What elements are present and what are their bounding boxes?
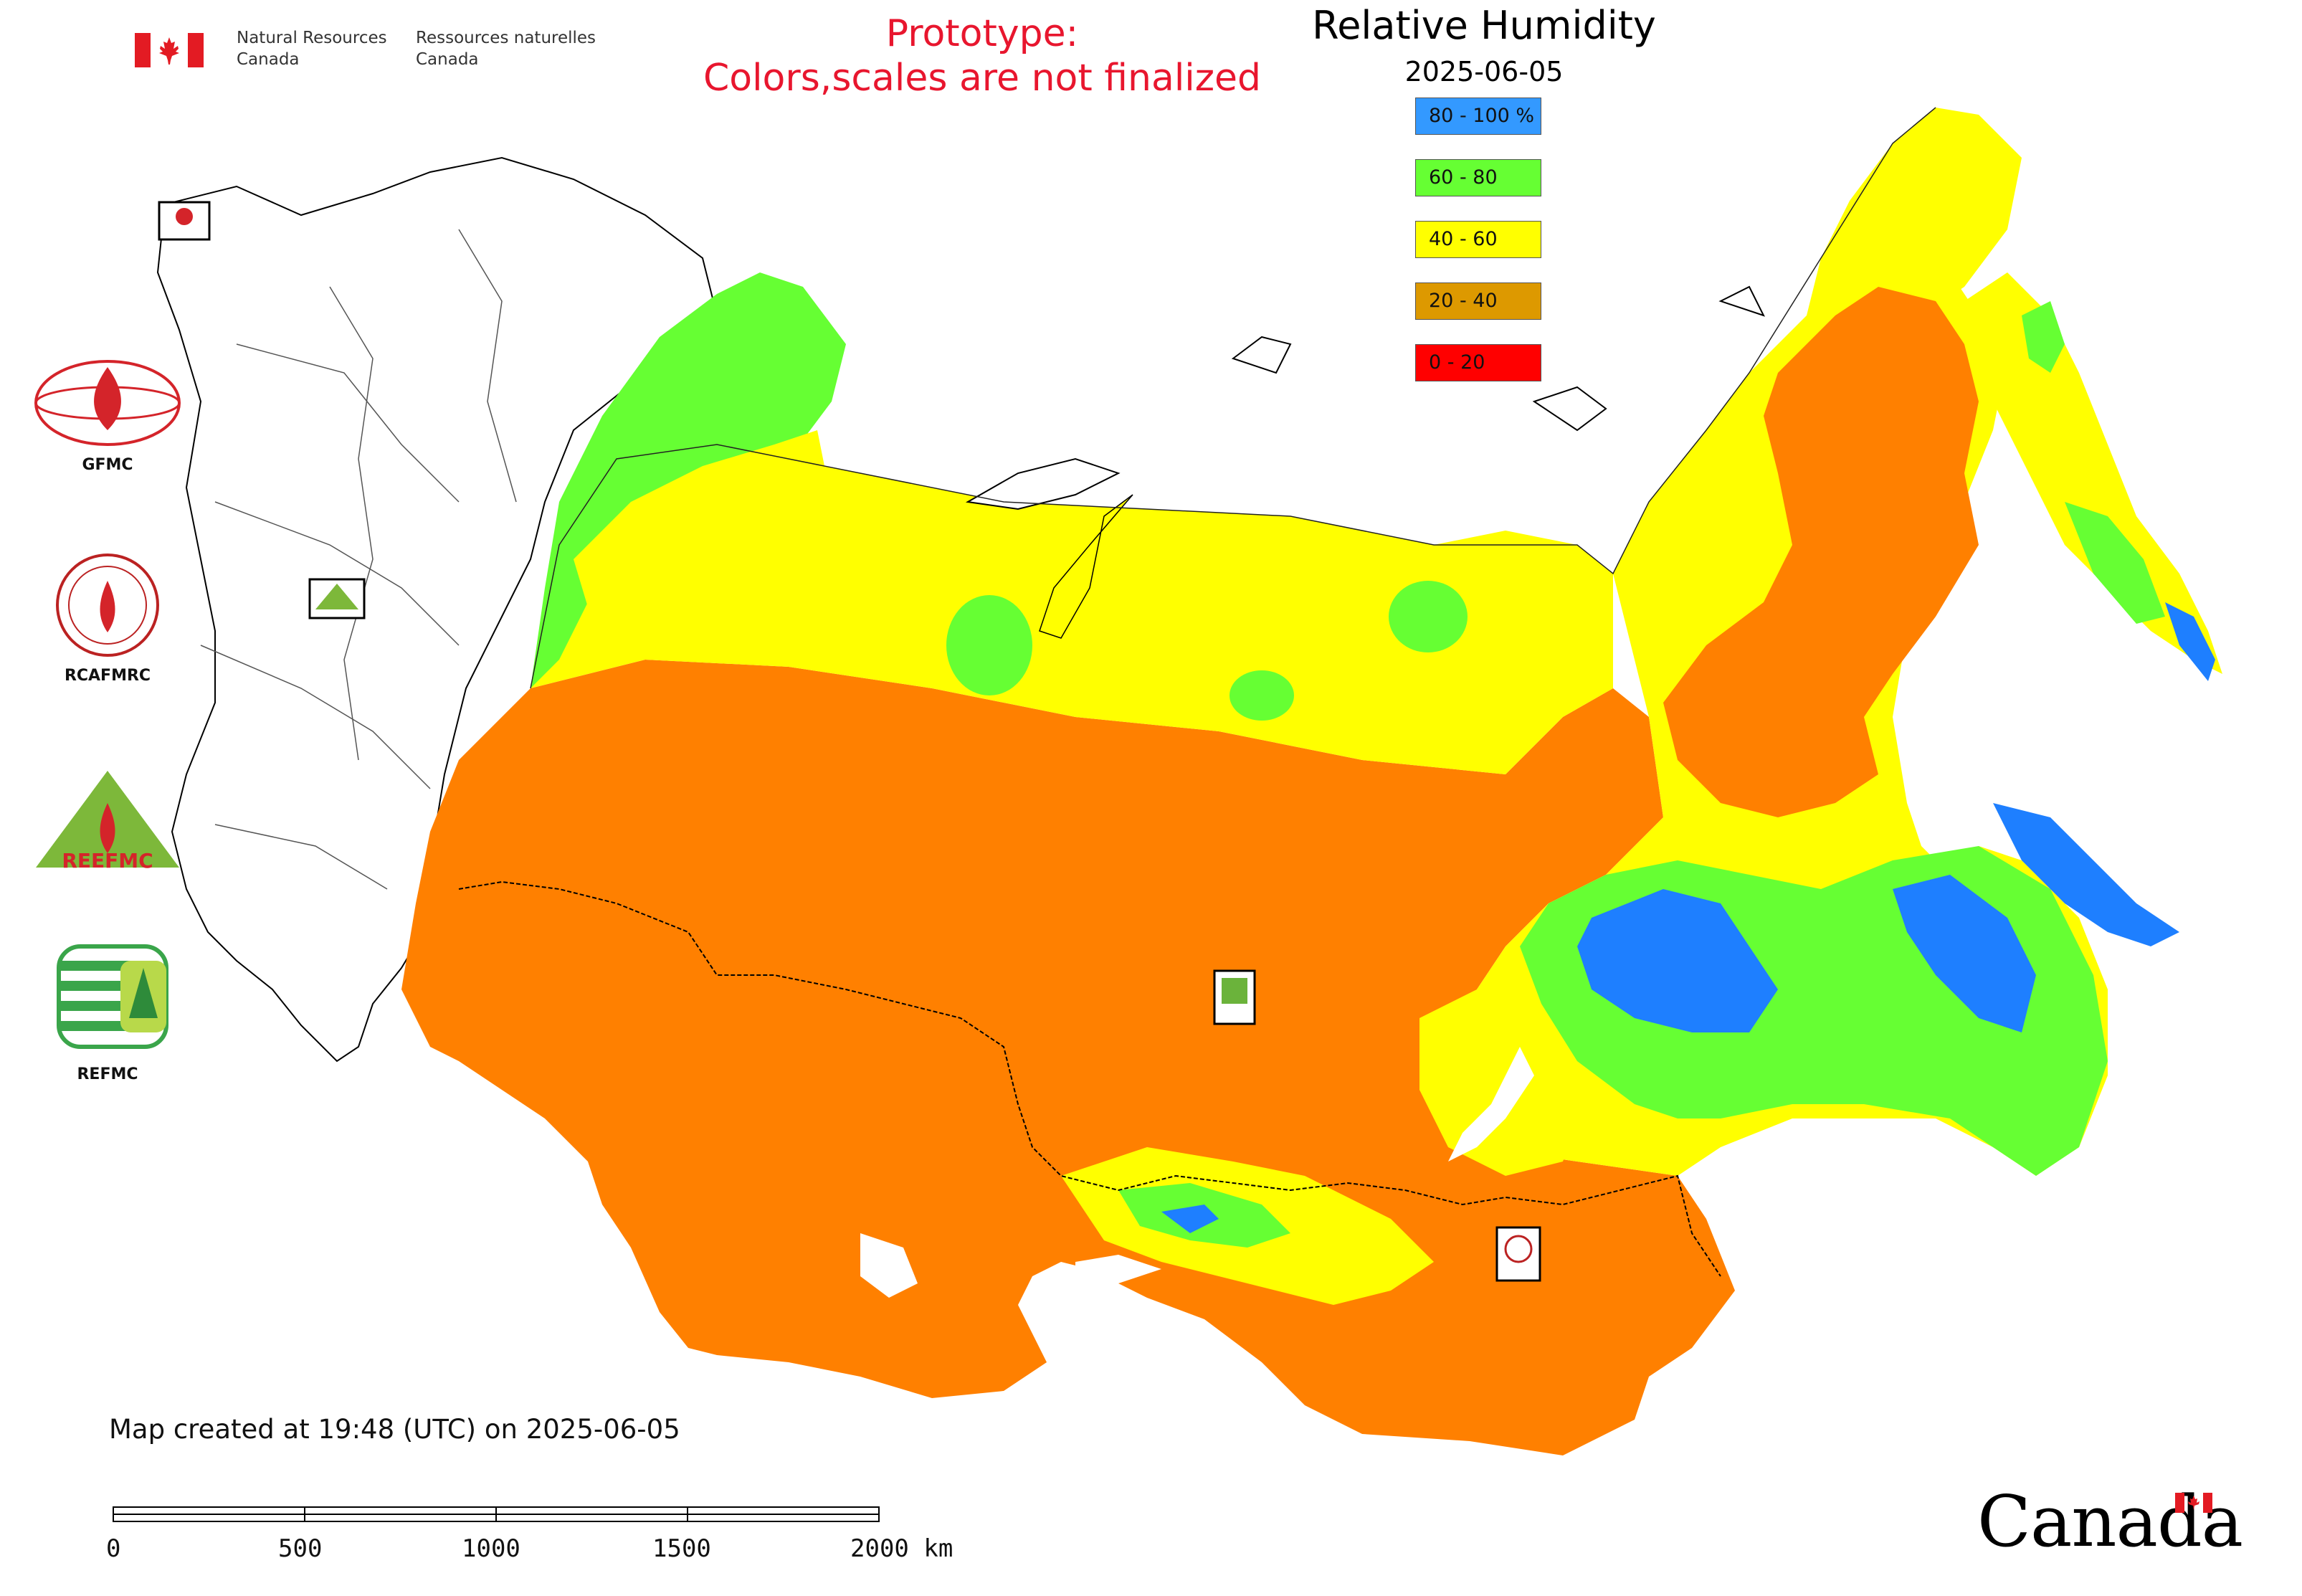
region-yellow-karelia <box>574 430 832 631</box>
agency-name-fr: Ressources naturelles Canada <box>416 29 596 69</box>
scale-tick-label: 2000 km <box>850 1534 953 1563</box>
scale-bar: 0 500 1000 1500 2000 km <box>106 1497 953 1583</box>
green-patch-gydan <box>946 595 1032 695</box>
agency-name-en: Natural Resources Canada <box>237 29 387 69</box>
region-blue-okhotsk <box>1993 803 2179 946</box>
map-created-timestamp: Map created at 19:48 (UTC) on 2025-06-05 <box>109 1414 680 1445</box>
region-blue-altai <box>1161 1205 1219 1233</box>
region-orange-far-east <box>1663 287 1979 817</box>
lake-aral <box>860 1233 918 1298</box>
map-date: 2025-06-05 <box>1404 56 1564 87</box>
scale-tick-label: 0 <box>106 1534 121 1563</box>
scale-tick-label: 1000 <box>462 1534 520 1563</box>
lake-balkhash <box>1075 1255 1161 1283</box>
region-blue-amur <box>1577 875 2036 1032</box>
canada-wordmark-flag-icon <box>2175 1493 2212 1513</box>
gfmc-label: GFMC <box>82 456 133 474</box>
reefmc-logo: REEFMC <box>29 767 186 882</box>
nrcan-signature: Natural Resources Canada Ressources natur… <box>135 27 608 77</box>
map-marker-refmc <box>1213 969 1256 1025</box>
legend-item: 80 - 100 % <box>1415 98 1541 135</box>
refmc-label: REFMC <box>77 1065 138 1083</box>
rcafmrc-label: RCAFMRC <box>64 667 151 685</box>
rcafmrc-logo: RCAFMRC <box>29 552 186 688</box>
region-yellow-baikal <box>1419 989 1577 1176</box>
country-border <box>458 880 1721 1277</box>
canada-wordmark: Canada <box>1977 1481 2243 1563</box>
green-patch-taimyr <box>1389 581 1468 652</box>
map-marker-reefmc <box>308 578 366 619</box>
refmc-logo: REFMC <box>29 939 186 1090</box>
map-title: Relative Humidity <box>1312 3 1656 48</box>
legend-item: 60 - 80 <box>1415 159 1541 196</box>
prototype-notice: Prototype: Colors,scales are not finaliz… <box>703 12 1262 100</box>
map-marker-rcafmrc <box>1495 1226 1541 1282</box>
svg-text:REEFMC: REEFMC <box>62 849 153 873</box>
coastline <box>530 107 1936 689</box>
europe-internal-borders <box>200 229 517 890</box>
region-kamchatka-blue <box>2165 602 2215 681</box>
legend-item: 0 - 20 <box>1415 344 1541 381</box>
novaya-zemlya <box>1039 494 1133 639</box>
region-kamchatka-green <box>2022 301 2165 624</box>
region-kamchatka <box>1964 272 2222 674</box>
legend-item: 20 - 40 <box>1415 282 1541 320</box>
map-marker-gfmc <box>158 201 211 241</box>
legend-item: 40 - 60 <box>1415 221 1541 258</box>
region-yellow-chukotka <box>1821 108 2022 315</box>
canada-flag-icon <box>135 33 204 67</box>
gfmc-logo: GFMC <box>29 358 186 488</box>
scale-tick-label: 500 <box>278 1534 323 1563</box>
arctic-islands <box>965 285 1765 510</box>
scale-tick-label: 1500 <box>652 1534 711 1563</box>
green-patch-yamal <box>1230 670 1294 721</box>
lake-baikal <box>1448 1047 1534 1162</box>
